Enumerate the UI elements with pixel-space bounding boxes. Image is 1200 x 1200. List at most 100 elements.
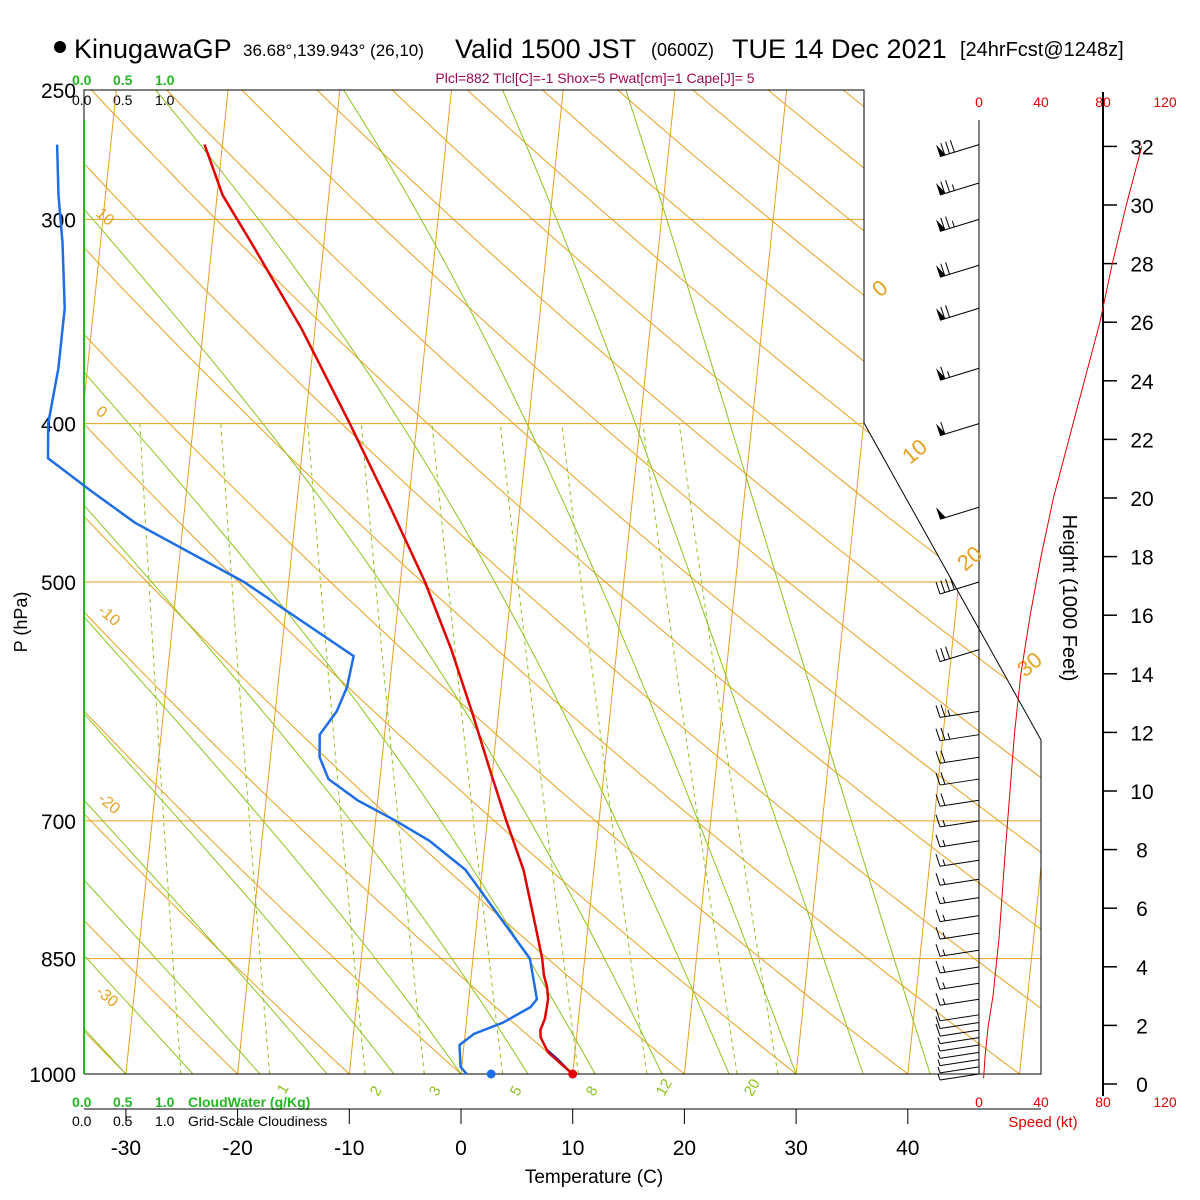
wind-barb <box>935 646 980 663</box>
height-tick-label: 0 <box>1136 1074 1148 1097</box>
wind-barb-flag <box>935 993 941 1006</box>
wind-barb <box>935 993 980 1006</box>
wind-barb-flag <box>935 772 941 786</box>
wind-barb-halfflag <box>942 966 946 973</box>
wind-barb-flag <box>940 366 946 379</box>
dry-adiabat-label: 10 <box>92 205 117 230</box>
wind-barb-flag <box>945 646 951 659</box>
wind-barb-staff <box>939 1029 980 1037</box>
dry-adiabat-line <box>84 90 238 1074</box>
cloudiness-tick: 0.5 <box>113 1113 133 1129</box>
wind-barb-flag <box>935 705 941 718</box>
height-tick-label: 30 <box>1130 195 1153 218</box>
wind-barb-pennant <box>936 144 946 157</box>
wind-barb-halfflag <box>942 896 946 904</box>
wind-barb-staff <box>939 982 980 990</box>
isotherm-line <box>348 90 455 1074</box>
wind-barb <box>936 421 980 437</box>
speed-tick: 120 <box>1153 1094 1177 1110</box>
wind-barb-flag <box>945 179 951 193</box>
wind-barb-staff <box>939 799 980 807</box>
wind-barb-flag <box>945 141 951 154</box>
cloud-scale-top: 0.0 0.5 1.0 0.0 0.5 1.0 <box>72 72 175 108</box>
mixing-ratio-line <box>561 423 648 1074</box>
pressure-tick-label: 300 <box>41 209 76 232</box>
wind-barb-staff <box>939 966 980 974</box>
wind-speed-profile <box>983 146 1143 1079</box>
dry-adiabat-line <box>84 90 909 1074</box>
wind-barb-flag <box>940 704 946 717</box>
cloudwater-tick: 0.0 <box>72 72 92 88</box>
moist-adiabat-line <box>84 90 529 1074</box>
wind-barb-flag <box>940 263 946 276</box>
plot-outline <box>83 89 1042 1075</box>
height-tick-label: 12 <box>1130 722 1153 745</box>
wind-barb-staff <box>939 1066 980 1074</box>
wind-barb-staff <box>939 581 980 595</box>
cloudiness-tick: 0.0 <box>72 1113 92 1129</box>
wind-barb-flag <box>940 217 946 231</box>
wind-barb-staff <box>939 264 980 278</box>
wind-barb <box>935 577 980 595</box>
dry-adiabat-line <box>510 90 1041 1074</box>
height-tick-label: 26 <box>1130 312 1153 335</box>
isotherm-line <box>125 90 232 1074</box>
surface-temperature-marker <box>568 1069 578 1079</box>
wind-barb-pennant <box>936 219 946 232</box>
speed-tick: 40 <box>1033 94 1049 110</box>
speed-tick: 0 <box>975 94 983 110</box>
wind-barb-staff <box>939 949 980 957</box>
wind-barb-flag <box>935 926 941 940</box>
mixing-ratio-label: 3 <box>426 1083 445 1099</box>
wind-barb-staff <box>939 915 980 923</box>
wind-barb <box>937 1059 980 1067</box>
wind-barb-staff <box>939 840 980 848</box>
wind-barb-halfflag <box>937 1044 941 1052</box>
height-tick-label: 20 <box>1130 488 1153 511</box>
wind-barb-staff <box>939 897 980 905</box>
dry-adiabat-line <box>84 90 685 1074</box>
wind-barb <box>935 1023 980 1037</box>
wind-barb-staff <box>939 1014 980 1022</box>
wind-barb-pennant <box>936 265 946 278</box>
dry-adiabat-line <box>84 90 1020 1074</box>
wind-barb <box>935 1016 980 1029</box>
wind-barb-flag <box>935 728 941 741</box>
wind-barb-flag <box>945 262 951 275</box>
dry-adiabat-line <box>584 90 1041 1074</box>
pressure-tick-label: 400 <box>41 414 76 437</box>
moist-adiabat-label: 10 <box>897 434 932 469</box>
plot-frame <box>83 89 1042 1075</box>
wind-barb <box>936 140 980 158</box>
wind-barb-flag <box>935 794 941 807</box>
wind-barb-flag <box>940 648 946 661</box>
cloudiness-tick: 1.0 <box>155 1113 175 1129</box>
wind-barb-halfflag <box>942 839 946 847</box>
moist-adiabat-line <box>324 90 797 1074</box>
wind-barb-flag <box>935 581 941 595</box>
wind-barb-staff <box>939 649 980 663</box>
mixing-ratio-line <box>431 423 504 1074</box>
wind-barb <box>935 977 980 990</box>
surface-dewpoint-marker <box>486 1069 496 1079</box>
mixing-ratio-line <box>499 423 579 1074</box>
wind-barb-flag <box>935 1023 941 1037</box>
height-tick-label: 16 <box>1130 605 1153 628</box>
pressure-tick-label: 700 <box>41 811 76 834</box>
wind-barb-pennant <box>936 423 946 436</box>
wind-barb <box>935 704 980 718</box>
wind-barb-staff <box>939 367 980 381</box>
station-coords: 36.68°,139.943° (26,10) <box>243 41 424 60</box>
mixing-ratio-label: 8 <box>583 1083 602 1099</box>
mixing-ratio-line <box>642 423 738 1074</box>
wind-barb-flag <box>940 793 946 806</box>
wind-barb-flag <box>935 1016 941 1029</box>
wind-barb-halfflag <box>942 878 946 885</box>
mixing-ratio-line <box>360 423 425 1074</box>
wind-barb <box>935 834 980 848</box>
stability-indices: Plcl=882 Tlcl[C]=-1 Shox=5 Pwat[cm]=1 Ca… <box>435 70 754 86</box>
mixing-ratio-line <box>678 423 779 1074</box>
dry-adiabat-line <box>84 90 797 1074</box>
wind-barb <box>935 873 980 886</box>
